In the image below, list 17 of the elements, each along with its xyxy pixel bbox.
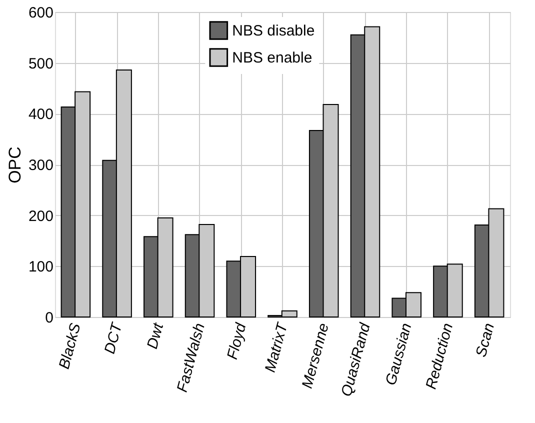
y-tick-label: 100 xyxy=(28,258,54,276)
y-tick-label: 600 xyxy=(28,4,54,22)
y-tick-label: 200 xyxy=(28,208,54,225)
y-axis-title: OPC xyxy=(5,146,24,184)
legend-label: NBS enable xyxy=(232,50,312,66)
y-tick-label: 0 xyxy=(45,310,54,326)
x-tick-label: Floyd xyxy=(224,320,250,362)
x-tick-label: Scan xyxy=(472,321,498,359)
legend-label: NBS disable xyxy=(232,22,315,40)
x-tick-label: DCT xyxy=(101,320,126,356)
y-tick-label: 400 xyxy=(28,106,54,124)
y-tick-label: 300 xyxy=(28,157,54,174)
x-tick-label: MatrixT xyxy=(262,320,292,374)
x-tick-label: Gaussian xyxy=(382,321,416,388)
x-tick-label: BlackS xyxy=(56,321,84,371)
y-tick-label: 500 xyxy=(28,55,54,72)
x-tick-label: Dwt xyxy=(144,320,168,351)
